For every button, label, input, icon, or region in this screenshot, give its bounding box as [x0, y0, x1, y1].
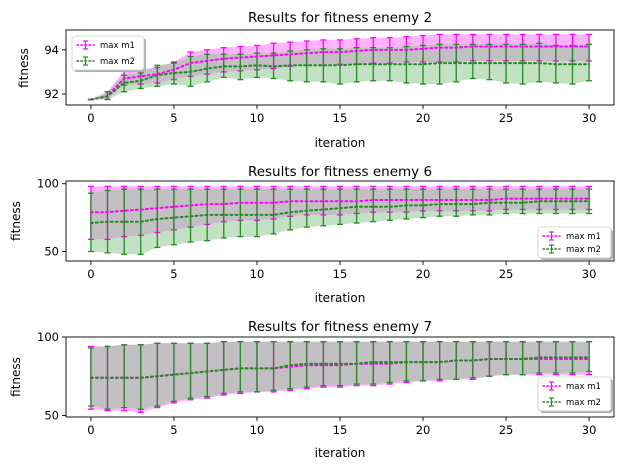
legend-label: max m2	[566, 398, 601, 408]
y-axis-label: fitness	[9, 357, 23, 397]
legend: max m1 max m2	[537, 376, 613, 413]
plot-area: 0 5 10 15 20 25 30 50 100	[37, 330, 615, 437]
x-tick-label: 15	[333, 423, 348, 437]
plot-area: 0 5 10 15 20 25 30 92 94	[44, 29, 615, 125]
subplot-title: Results for fitness enemy 7	[248, 319, 432, 335]
x-axis-label: iteration	[315, 446, 366, 460]
y-tick-label: 100	[37, 177, 59, 191]
subplot-title: Results for fitness enemy 6	[248, 164, 432, 180]
x-tick-label: 25	[499, 111, 514, 125]
y-tick-label: 50	[44, 245, 59, 259]
subplot-enemy-6: Results for fitness enemy 6 iteration fi…	[9, 164, 615, 305]
y-axis-label: fitness	[17, 48, 31, 88]
series-layer	[87, 185, 593, 255]
x-tick-label: 0	[87, 111, 94, 125]
mean-line-max-m1	[89, 45, 591, 101]
y-tick-label: 50	[44, 408, 59, 422]
y-tick-label: 92	[44, 87, 59, 101]
x-axis-label: iteration	[315, 136, 366, 150]
x-tick-label: 25	[499, 423, 514, 437]
x-tick-label: 5	[170, 111, 177, 125]
subplot-enemy-2: Results for fitness enemy 2 iteration fi…	[17, 10, 615, 150]
plot-area: 0 5 10 15 20 25 30 50 100	[37, 177, 615, 281]
series-layer	[87, 341, 593, 413]
legend-label: max m1	[566, 232, 601, 242]
x-tick-label: 10	[250, 423, 265, 437]
mean-line-max-m2	[89, 200, 591, 224]
y-axis-label: fitness	[9, 201, 23, 241]
subplot-title: Results for fitness enemy 2	[248, 10, 432, 26]
mean-line-max-m2	[89, 356, 591, 379]
mean-line-max-m1	[89, 197, 591, 214]
x-tick-label: 20	[416, 423, 431, 437]
x-axis-label: iteration	[315, 291, 366, 305]
legend-label: max m1	[566, 382, 601, 392]
y-tick-label: 94	[44, 43, 59, 57]
x-tick-label: 30	[582, 111, 597, 125]
x-tick-label: 30	[582, 267, 597, 281]
x-tick-label: 0	[87, 267, 94, 281]
x-tick-label: 15	[333, 111, 348, 125]
x-tick-label: 15	[333, 267, 348, 281]
x-tick-label: 5	[170, 423, 177, 437]
x-tick-label: 25	[499, 267, 514, 281]
series-layer	[87, 33, 593, 101]
x-tick-label: 30	[582, 423, 597, 437]
legend: max m1 max m2	[537, 226, 613, 260]
subplot-enemy-7: Results for fitness enemy 7 iteration fi…	[9, 319, 615, 460]
x-tick-label: 0	[87, 423, 94, 437]
x-tick-label: 20	[416, 111, 431, 125]
x-tick-label: 20	[416, 267, 431, 281]
x-tick-label: 10	[250, 267, 265, 281]
legend-label: max m2	[100, 57, 135, 67]
legend-label: max m2	[566, 245, 601, 255]
legend-label: max m1	[100, 41, 135, 51]
x-tick-label: 5	[170, 267, 177, 281]
x-tick-label: 10	[250, 111, 265, 125]
legend: max m1 max m2	[71, 35, 146, 72]
y-tick-label: 100	[37, 330, 59, 344]
mean-line-max-m2	[89, 62, 591, 101]
legend-box	[537, 226, 612, 259]
